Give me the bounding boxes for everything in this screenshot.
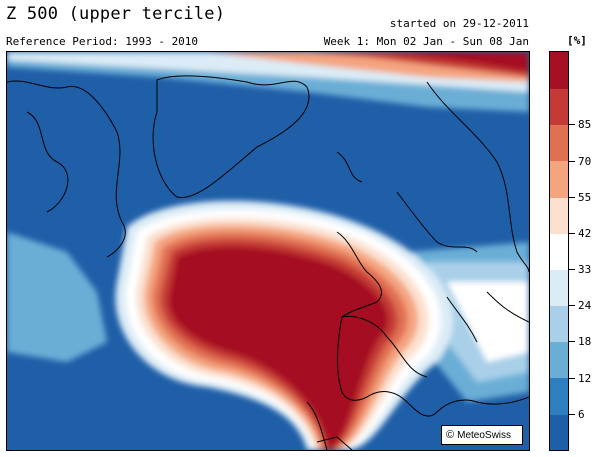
colorbar-tick — [569, 124, 575, 126]
colorbar-tick — [569, 269, 575, 271]
credit-badge: © MeteoSwiss — [441, 425, 523, 445]
coastlines — [7, 75, 529, 450]
probability-field — [7, 52, 529, 450]
colorbar-segment — [550, 160, 568, 198]
start-date: started on 29-12-2011 — [389, 17, 529, 30]
colorbar-tick-label: 24 — [578, 299, 592, 313]
colorbar-tick-label: 18 — [578, 335, 592, 349]
colorbar-tick — [569, 341, 575, 343]
credit-text: MeteoSwiss — [457, 429, 512, 441]
colorbar-tick — [569, 160, 575, 162]
colorbar — [549, 51, 569, 451]
map-title: Z 500 (upper tercile) — [6, 4, 226, 24]
copyright-icon: © — [446, 429, 455, 441]
colorbar-tick-label: 55 — [578, 190, 592, 204]
colorbar-segment — [550, 196, 568, 234]
probability-map — [6, 51, 530, 451]
colorbar-tick — [569, 413, 575, 415]
colorbar-tick-label: 70 — [578, 154, 592, 168]
colorbar-tick-label: 42 — [578, 226, 592, 240]
colorbar-tick-label: 12 — [578, 371, 592, 385]
colorbar-tick-label: 6 — [578, 407, 585, 421]
colorbar-tick — [569, 377, 575, 379]
colorbar-segment — [550, 88, 568, 126]
colorbar-segment — [550, 269, 568, 307]
colorbar-tick — [569, 232, 575, 234]
colorbar-tick-label: 85 — [578, 118, 592, 132]
forecast-week: Week 1: Mon 02 Jan - Sun 08 Jan — [323, 35, 529, 48]
colorbar-unit: [%] — [567, 34, 587, 47]
colorbar-tick — [569, 305, 575, 307]
colorbar-segment — [550, 413, 568, 450]
colorbar-tick-label: 33 — [578, 263, 592, 277]
colorbar-segment — [550, 377, 568, 415]
colorbar-segment — [550, 52, 568, 89]
colorbar-segment — [550, 341, 568, 379]
colorbar-segment — [550, 124, 568, 162]
reference-period: Reference Period: 1993 - 2010 — [6, 35, 199, 48]
colorbar-segment — [550, 232, 568, 270]
colorbar-tick — [569, 196, 575, 198]
colorbar-segment — [550, 305, 568, 343]
